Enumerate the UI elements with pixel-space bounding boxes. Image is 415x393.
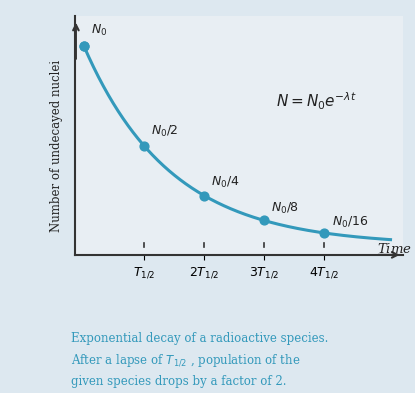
Point <box>81 42 87 49</box>
Text: Time $t$: Time $t$ <box>377 242 415 256</box>
Text: $N=N_0e^{-\lambda t}$: $N=N_0e^{-\lambda t}$ <box>276 91 357 112</box>
Text: given species drops by a factor of 2.: given species drops by a factor of 2. <box>71 375 286 388</box>
Text: $N_0/16$: $N_0/16$ <box>332 215 368 230</box>
Text: $N_0/4$: $N_0/4$ <box>211 175 240 190</box>
Text: Number of undecayed nuclei: Number of undecayed nuclei <box>50 59 63 231</box>
Point <box>201 192 208 198</box>
Text: Exponential decay of a radioactive species.: Exponential decay of a radioactive speci… <box>71 332 328 345</box>
Point <box>321 230 328 236</box>
Point <box>81 42 87 49</box>
Text: $N_0$: $N_0$ <box>91 22 107 38</box>
Point <box>261 217 268 224</box>
Point <box>141 142 147 149</box>
Text: $N_0/2$: $N_0/2$ <box>151 123 179 139</box>
Text: $N_0/8$: $N_0/8$ <box>271 201 299 216</box>
Text: After a lapse of $T_{1/2}$ , population of the: After a lapse of $T_{1/2}$ , population … <box>71 352 300 369</box>
